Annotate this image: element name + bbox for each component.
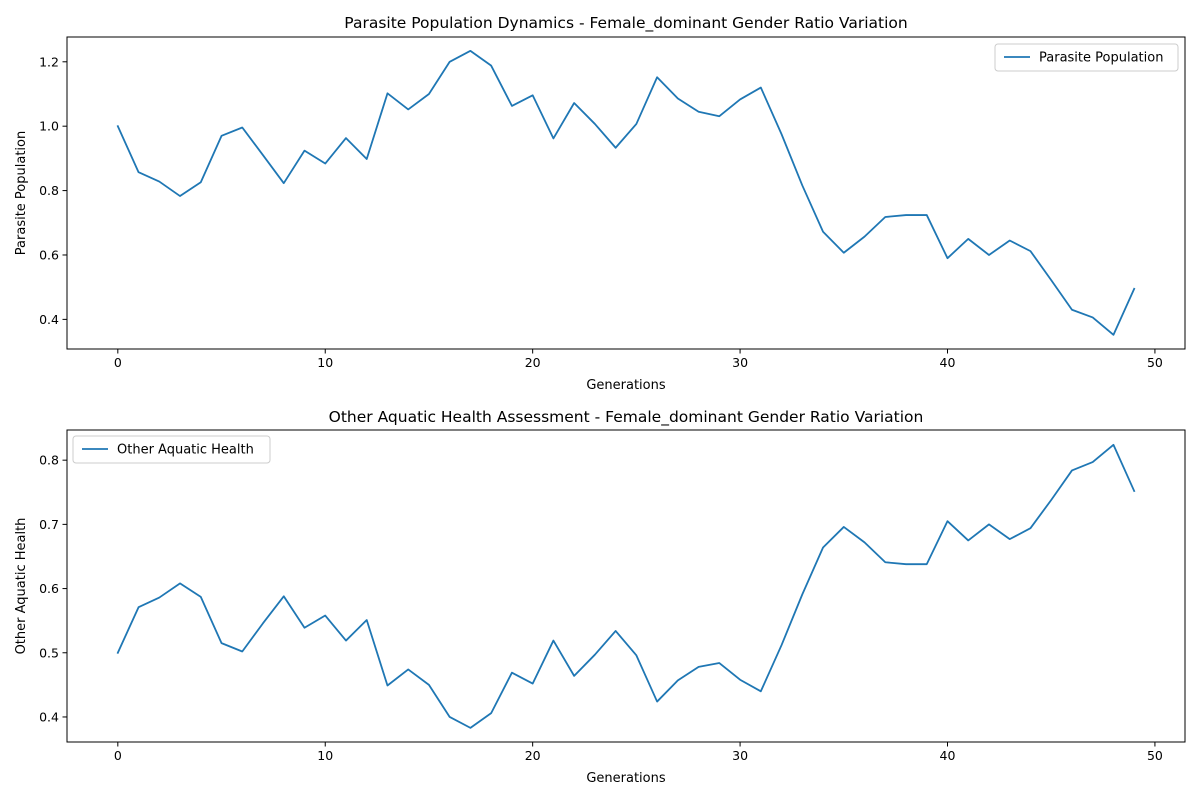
- y-axis-label: Parasite Population: [14, 131, 29, 255]
- x-axis-label: Generations: [586, 378, 666, 393]
- legend: Parasite Population: [994, 43, 1179, 72]
- plot-area-frame: [66, 429, 1186, 743]
- y-tick-label: 0.7: [39, 517, 59, 532]
- y-tick-label: 0.5: [39, 645, 59, 660]
- legend-box: [994, 43, 1179, 72]
- x-tick-label: 50: [1147, 748, 1163, 763]
- x-tick-label: 50: [1147, 355, 1163, 370]
- legend-box: [72, 435, 271, 464]
- x-tick-label: 20: [525, 748, 541, 763]
- parasite-population-chart: Parasite Population Dynamics - Female_do…: [14, 14, 1186, 393]
- y-tick-label: 0.4: [39, 312, 59, 327]
- y-tick-label: 0.4: [39, 709, 59, 724]
- x-tick-label: 40: [940, 748, 956, 763]
- y-axis-ticks: 0.4 0.6 0.8 1.0 1.2: [39, 54, 67, 327]
- x-tick-label: 0: [114, 355, 122, 370]
- plot-area-frame: [66, 36, 1186, 350]
- series-lines: [116, 443, 1136, 729]
- chart-title: Other Aquatic Health Assessment - Female…: [329, 408, 924, 427]
- x-tick-label: 10: [317, 748, 333, 763]
- x-tick-label: 40: [940, 355, 956, 370]
- y-axis-ticks: 0.4 0.5 0.6 0.7 0.8: [39, 453, 67, 724]
- legend-label: Other Aquatic Health: [117, 443, 254, 458]
- x-tick-label: 10: [317, 355, 333, 370]
- y-tick-label: 0.6: [39, 247, 59, 262]
- series-line: [116, 443, 1136, 729]
- y-axis-label: Other Aquatic Health: [14, 518, 29, 655]
- y-tick-label: 1.0: [39, 119, 59, 134]
- legend-label: Parasite Population: [1039, 51, 1163, 66]
- x-axis-ticks: 0 10 20 30 40 50: [114, 742, 1163, 763]
- series-line: [116, 49, 1136, 336]
- x-tick-label: 30: [732, 355, 748, 370]
- x-axis-ticks: 0 10 20 30 40 50: [114, 349, 1163, 370]
- y-tick-label: 0.8: [39, 453, 59, 468]
- chart-title: Parasite Population Dynamics - Female_do…: [344, 14, 907, 33]
- other-aquatic-health-chart: Other Aquatic Health Assessment - Female…: [14, 408, 1186, 786]
- legend: Other Aquatic Health: [72, 435, 271, 464]
- series-lines: [116, 49, 1136, 336]
- y-tick-label: 0.8: [39, 183, 59, 198]
- x-axis-label: Generations: [586, 771, 666, 786]
- x-tick-label: 0: [114, 748, 122, 763]
- y-tick-label: 1.2: [39, 54, 59, 69]
- y-tick-label: 0.6: [39, 581, 59, 596]
- x-tick-label: 20: [525, 355, 541, 370]
- x-tick-label: 30: [732, 748, 748, 763]
